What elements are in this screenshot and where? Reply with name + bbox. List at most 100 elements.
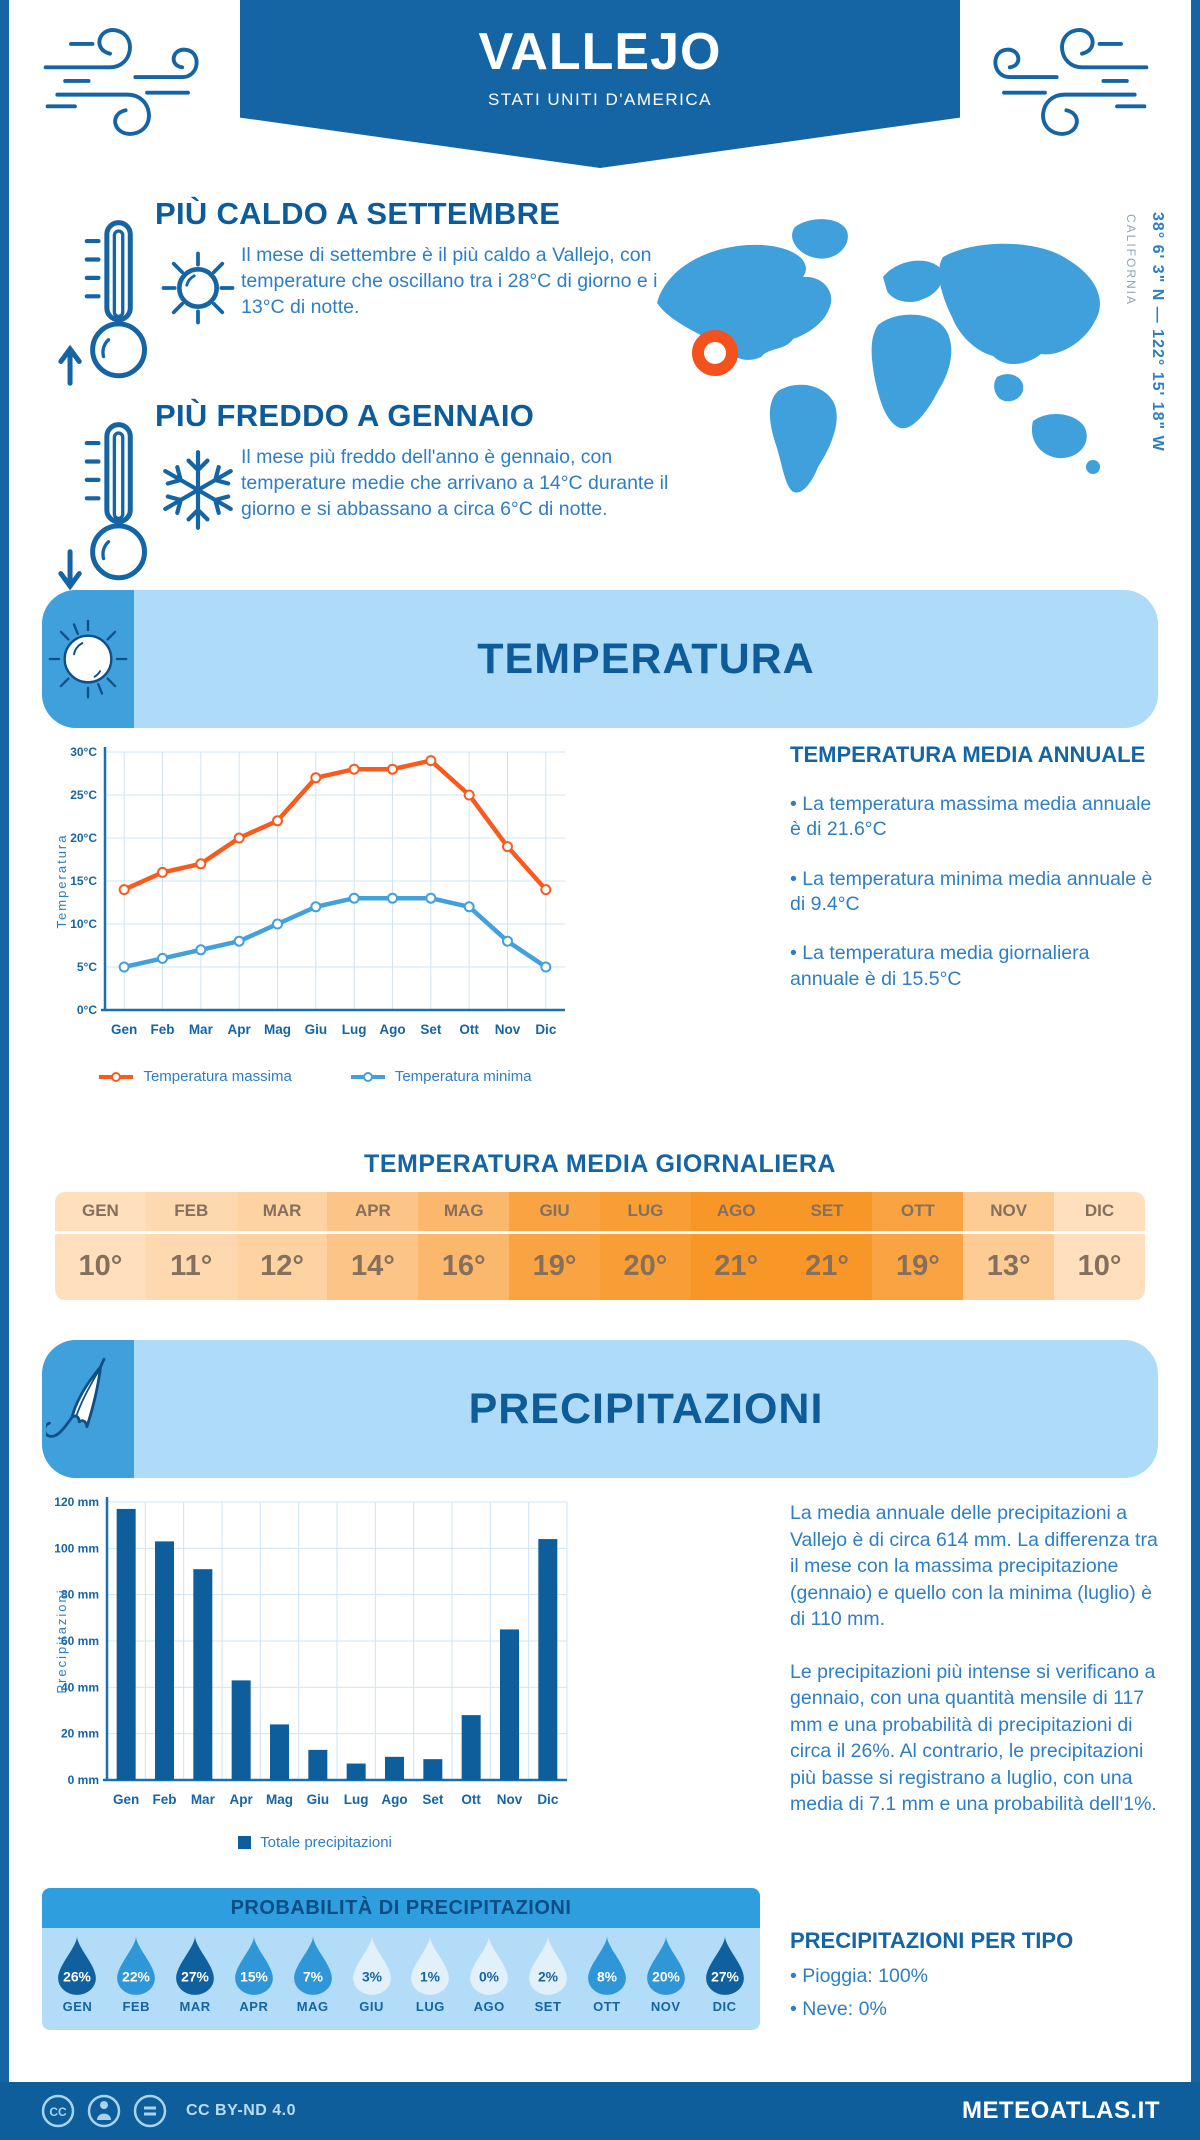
location-marker bbox=[692, 330, 738, 376]
probability-drop-item: 7% MAG bbox=[283, 1936, 342, 2030]
precipitation-text-block: La media annuale delle precipitazioni a … bbox=[790, 1500, 1165, 1844]
month-label: OTT bbox=[872, 1192, 964, 1231]
svg-text:100 mm: 100 mm bbox=[55, 1541, 99, 1555]
thermometer-up-icon bbox=[58, 220, 147, 386]
warmest-month-title: PIÙ CALDO A SETTEMBRE bbox=[155, 196, 561, 231]
region-label: CALIFORNIA bbox=[1124, 214, 1138, 307]
annual-bullet: La temperatura massima media annuale è d… bbox=[790, 792, 1162, 843]
bar bbox=[500, 1629, 519, 1780]
temperature-value: 21° bbox=[781, 1230, 873, 1300]
daily-mean-cell: SET 21° bbox=[781, 1192, 873, 1300]
svg-text:5°C: 5°C bbox=[77, 960, 97, 974]
svg-text:Lug: Lug bbox=[344, 1792, 369, 1807]
svg-text:Set: Set bbox=[420, 1022, 442, 1037]
temperature-value: 16° bbox=[418, 1230, 510, 1300]
temperature-value: 20° bbox=[599, 1230, 691, 1300]
month-label: LUG bbox=[599, 1192, 691, 1231]
svg-text:15°C: 15°C bbox=[70, 874, 97, 888]
svg-text:Nov: Nov bbox=[497, 1792, 523, 1807]
precipitation-probability-box: PROBABILITÀ DI PRECIPITAZIONI 26% GEN 22… bbox=[42, 1888, 760, 2030]
svg-text:20°C: 20°C bbox=[70, 831, 97, 845]
daily-mean-cell: MAG 16° bbox=[418, 1192, 510, 1300]
probability-drop-item: 20% NOV bbox=[636, 1936, 695, 2030]
raindrop-icon: 7% bbox=[293, 1936, 332, 1995]
legend-item: Totale precipitazioni bbox=[238, 1834, 392, 1851]
daily-mean-cell: DIC 10° bbox=[1054, 1192, 1145, 1300]
temperature-section-banner: TEMPERATURA bbox=[42, 590, 1158, 728]
svg-text:Apr: Apr bbox=[228, 1022, 252, 1037]
daily-mean-title: TEMPERATURA MEDIA GIORNALIERA bbox=[364, 1150, 836, 1178]
coldest-month-text: Il mese più freddo dell'anno è gennaio, … bbox=[241, 446, 669, 521]
daily-mean-table: GEN 10° FEB 11° MAR 12° APR 14° MAG 16° … bbox=[55, 1192, 1145, 1300]
probability-title: PROBABILITÀ DI PRECIPITAZIONI bbox=[42, 1888, 760, 1928]
bar bbox=[538, 1539, 558, 1780]
svg-text:0°C: 0°C bbox=[77, 1003, 97, 1017]
svg-text:26%: 26% bbox=[64, 1969, 92, 1985]
month-label: GEN bbox=[62, 1999, 93, 2014]
svg-text:Temperatura: Temperatura bbox=[55, 834, 69, 929]
wind-icon bbox=[43, 28, 199, 136]
temperature-value: 11° bbox=[145, 1230, 237, 1300]
probability-drop-item: 2% SET bbox=[519, 1936, 578, 2030]
probability-drop-item: 15% APR bbox=[224, 1936, 283, 2030]
svg-text:25°C: 25°C bbox=[70, 788, 97, 802]
precipitation-bar-chart: 0 mm 20 mm 40 mm 60 mm 80 mm 100 mm 120 mm Gen F… bbox=[55, 1495, 568, 1807]
svg-text:Apr: Apr bbox=[230, 1792, 254, 1807]
banner-accent bbox=[42, 1340, 134, 1478]
bar bbox=[461, 1715, 481, 1780]
month-label: NOV bbox=[650, 1999, 681, 2014]
raindrop-icon: 26% bbox=[58, 1936, 97, 1995]
bar bbox=[423, 1759, 443, 1780]
cc-nd-equals-icon bbox=[133, 2094, 167, 2128]
svg-text:27%: 27% bbox=[711, 1969, 739, 1985]
month-label: DIC bbox=[1054, 1192, 1145, 1231]
probability-drop-item: 0% AGO bbox=[460, 1936, 519, 2030]
coldest-month-title: PIÙ FREDDO A GENNAIO bbox=[155, 398, 535, 433]
precipitation-type-bullet: Pioggia: 100% bbox=[790, 1964, 1162, 1989]
svg-text:Feb: Feb bbox=[150, 1022, 174, 1037]
temperature-value: 13° bbox=[963, 1230, 1055, 1300]
license-label: CC BY-ND 4.0 bbox=[186, 2102, 297, 2119]
raindrop-icon: 22% bbox=[117, 1936, 156, 1995]
temperature-line-chart: 0°C 5°C 10°C 15°C 20°C 25°C 30°C Gen Feb Mar Apr Ma… bbox=[55, 745, 565, 1037]
daily-mean-cell: AGO 21° bbox=[690, 1192, 782, 1300]
svg-text:22%: 22% bbox=[122, 1969, 150, 1985]
annual-temperature-block: TEMPERATURA MEDIA ANNUALE La temperatura… bbox=[790, 742, 1162, 992]
month-label: MAG bbox=[296, 1999, 329, 2014]
svg-text:40 mm: 40 mm bbox=[61, 1680, 99, 1694]
svg-text:2%: 2% bbox=[538, 1969, 558, 1985]
legend-item: Temperatura massima bbox=[98, 1068, 292, 1085]
raindrop-icon: 20% bbox=[646, 1936, 685, 1995]
svg-text:Ago: Ago bbox=[379, 1022, 405, 1037]
temperature-value: 12° bbox=[236, 1230, 328, 1300]
temperature-value: 19° bbox=[509, 1230, 600, 1300]
warmest-month-text: Il mese di settembre è il più caldo a Va… bbox=[241, 244, 658, 319]
month-label: MAG bbox=[418, 1192, 510, 1231]
svg-text:27%: 27% bbox=[181, 1969, 209, 1985]
annual-temperature-title: TEMPERATURA MEDIA ANNUALE bbox=[790, 742, 1146, 767]
world-map bbox=[645, 205, 1115, 550]
daily-mean-cell: GIU 19° bbox=[509, 1192, 600, 1300]
svg-text:Lug: Lug bbox=[342, 1022, 367, 1037]
month-label: NOV bbox=[963, 1192, 1055, 1231]
svg-text:Set: Set bbox=[422, 1792, 444, 1807]
svg-text:0%: 0% bbox=[479, 1969, 499, 1985]
precipitation-section-banner: PRECIPITAZIONI bbox=[42, 1340, 1158, 1478]
month-label: GEN bbox=[55, 1192, 146, 1231]
svg-text:CC: CC bbox=[49, 2105, 67, 2119]
legend-item: Temperatura minima bbox=[350, 1068, 532, 1085]
precipitation-chart-legend: Totale precipitazioni bbox=[55, 1834, 575, 1851]
temperature-value: 10° bbox=[1054, 1230, 1145, 1300]
legend-swatch bbox=[350, 1071, 385, 1082]
probability-drop-item: 22% FEB bbox=[107, 1936, 166, 2030]
svg-text:Dic: Dic bbox=[537, 1792, 559, 1807]
bar bbox=[385, 1756, 404, 1780]
svg-text:1%: 1% bbox=[420, 1969, 440, 1985]
raindrop-icon: 3% bbox=[352, 1936, 391, 1995]
svg-text:Mar: Mar bbox=[189, 1022, 214, 1037]
svg-text:Ott: Ott bbox=[461, 1792, 481, 1807]
precipitation-section-title: PRECIPITAZIONI bbox=[468, 1384, 824, 1433]
raindrop-icon: 8% bbox=[587, 1936, 626, 1995]
thermometer-down-icon bbox=[58, 422, 147, 591]
svg-text:Giu: Giu bbox=[305, 1022, 328, 1037]
